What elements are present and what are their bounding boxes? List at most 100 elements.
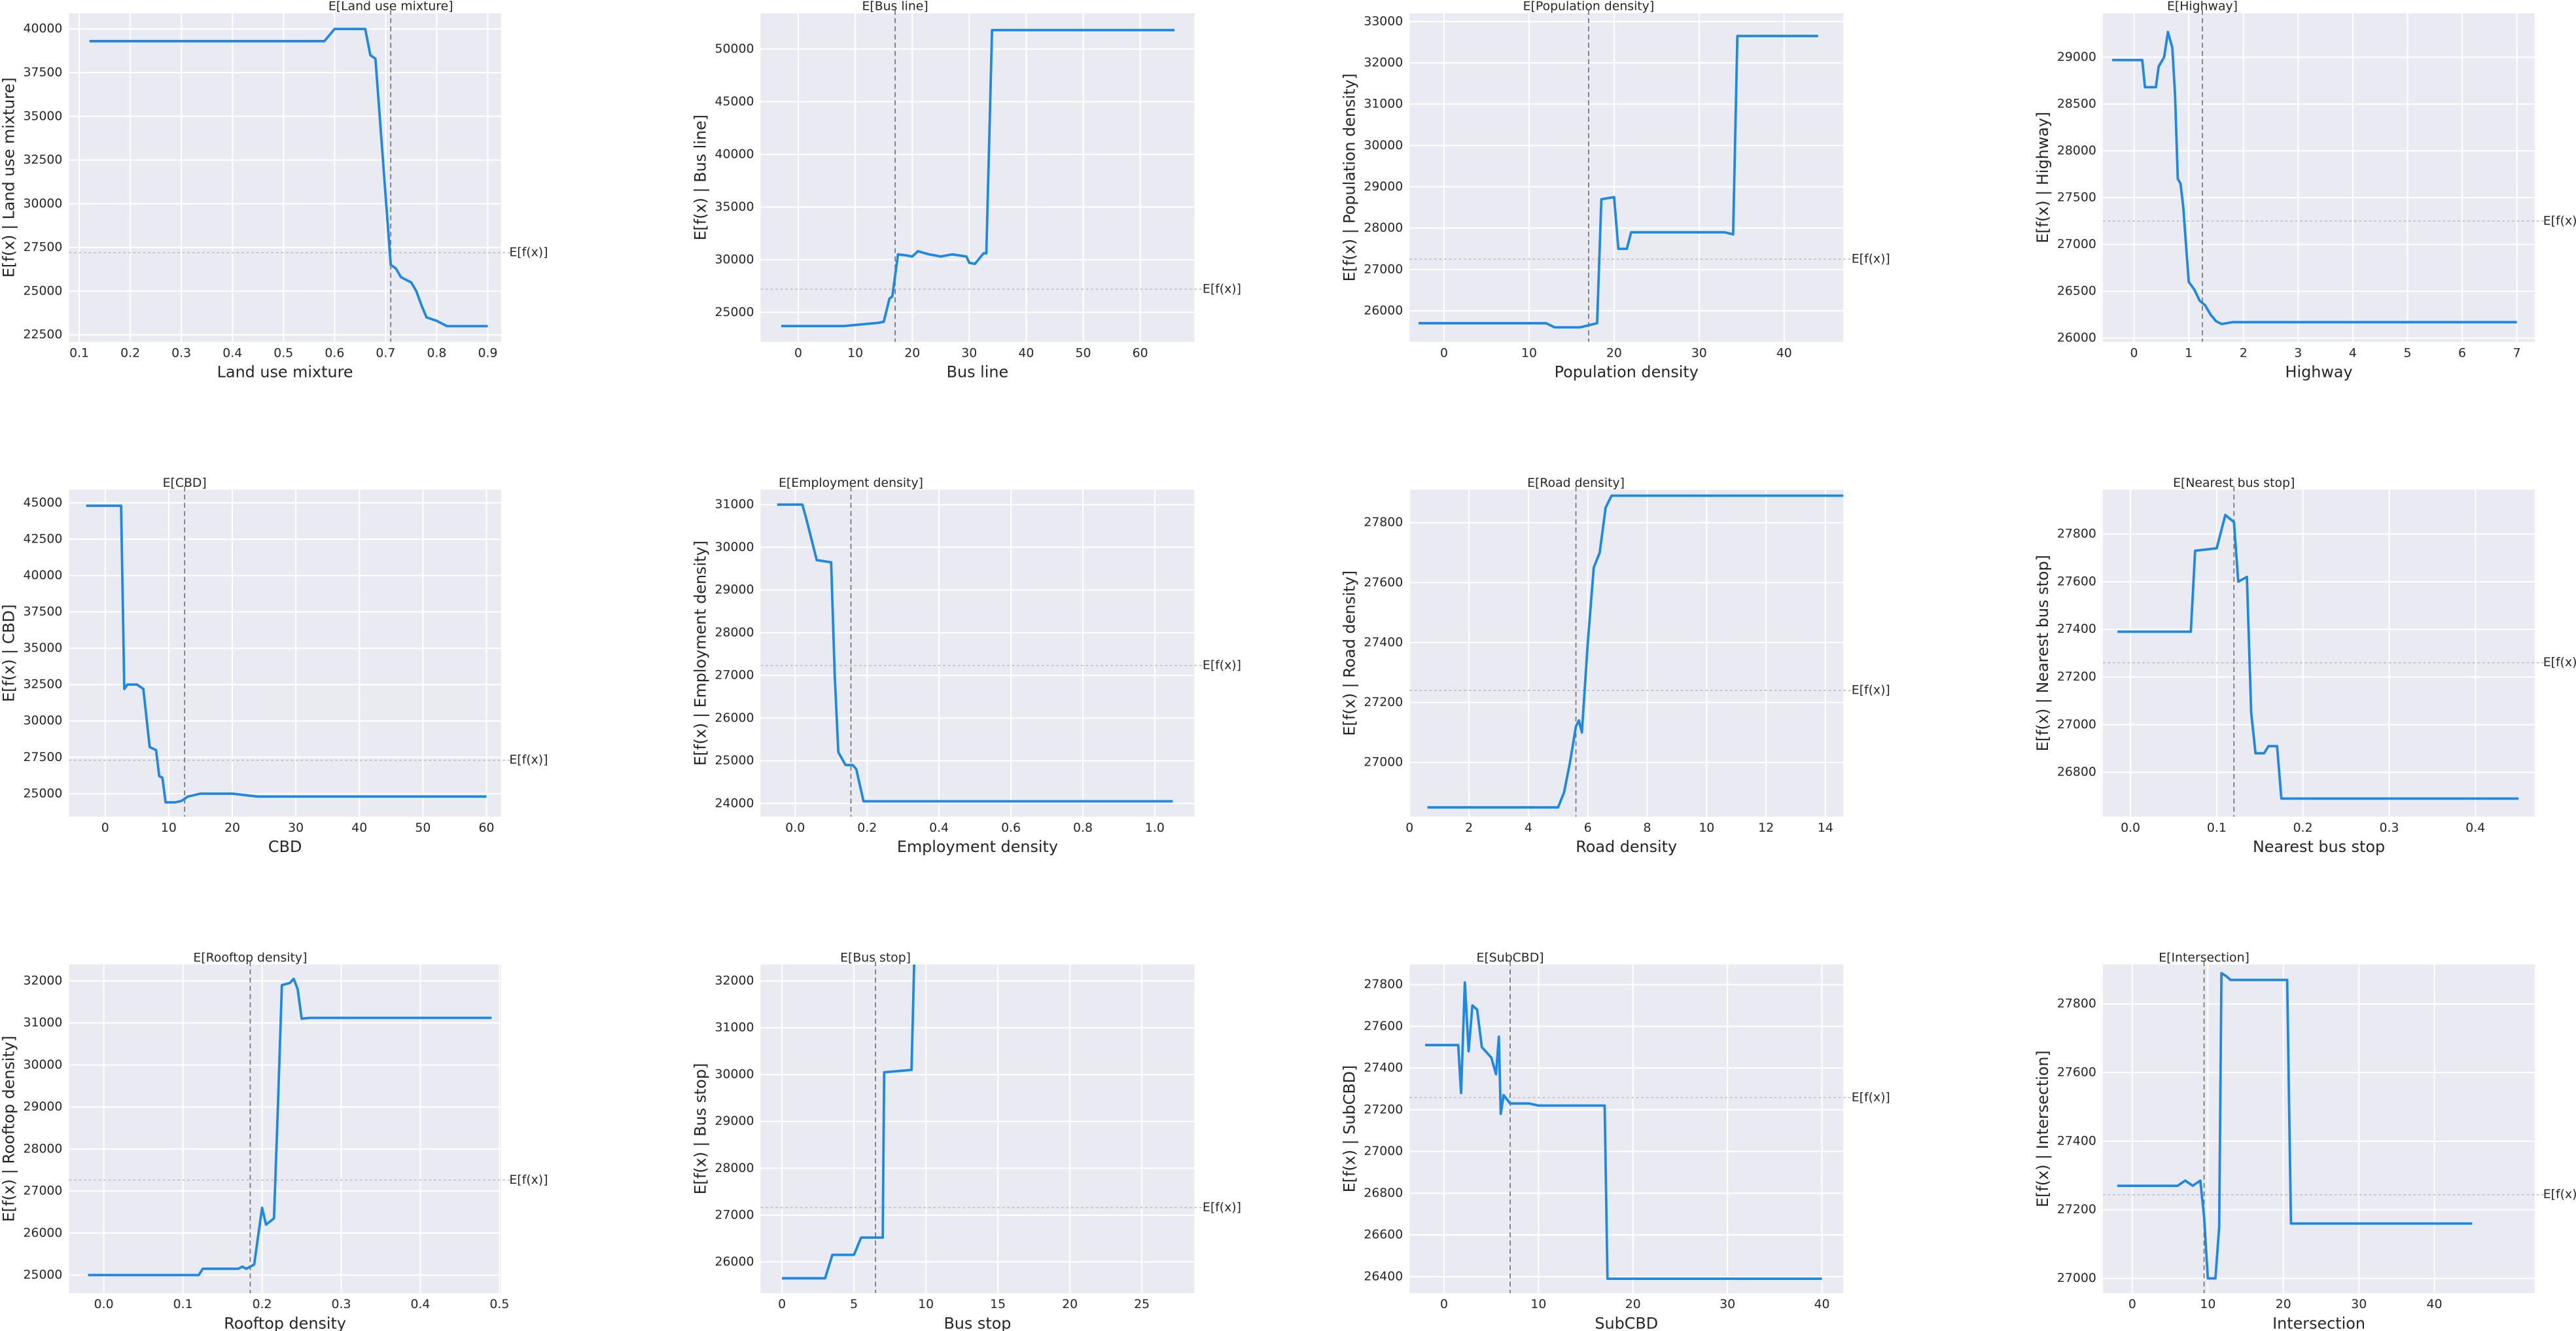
x-tick-label: 0 — [1440, 346, 1448, 360]
x-axis-label: Bus stop — [944, 1314, 1011, 1331]
y-tick-label: 29000 — [715, 1114, 754, 1128]
y-axis-label: E[f(x) | Rooftop density] — [0, 1036, 18, 1222]
data-line — [88, 977, 492, 1277]
y-tick-label: 30000 — [715, 253, 754, 266]
series — [777, 503, 1173, 803]
x-tick-label: 0 — [2128, 1298, 2136, 1311]
y-tick-label: 33000 — [1364, 14, 1403, 28]
x-tick-label: 0.3 — [171, 346, 191, 360]
y-axis-label: E[f(x) | Land use mixture] — [0, 77, 18, 277]
panel: 0.0 0.2 0.4 0.6 0.8 1.0 24000 25000 26000 27000 28… — [692, 476, 1241, 856]
panel: 0.0 0.1 0.2 0.3 0.4 0.5 25000 26000 27000 28000 29… — [0, 951, 548, 1331]
data-line — [2117, 972, 2473, 1280]
data-line — [1419, 35, 1818, 329]
expected-value-label: E[f(x)] — [509, 753, 548, 767]
y-tick-label: 25000 — [24, 787, 63, 800]
chart-title: E[Highway] — [2167, 0, 2238, 14]
chart-title: E[Land use mixture] — [328, 0, 453, 14]
data-line — [782, 964, 916, 1280]
y-tick-label: 30000 — [24, 1058, 63, 1072]
y-tick-label: 27000 — [1364, 262, 1403, 276]
x-tick-label: 10 — [847, 346, 863, 360]
chart-title: E[Intersection] — [2159, 951, 2250, 965]
x-axis-label: Rooftop density — [224, 1314, 346, 1331]
x-tick-label: 6 — [1584, 821, 1592, 835]
y-tick-label: 27400 — [2057, 1134, 2096, 1148]
x-tick-label: 0.4 — [2465, 821, 2485, 835]
x-tick-label: 20 — [2276, 1298, 2291, 1311]
y-tick-label: 27000 — [2057, 1271, 2096, 1285]
plot-area — [760, 964, 1195, 1294]
expected-value-label: E[f(x)] — [2543, 1188, 2576, 1201]
x-axis-label: CBD — [268, 838, 302, 856]
expected-value-label: E[f(x)] — [509, 1173, 548, 1187]
x-tick-label: 1 — [2185, 346, 2193, 360]
x-tick-label: 0.1 — [2207, 821, 2227, 835]
x-tick-label: 30 — [1720, 1298, 1735, 1311]
x-tick-label: 0.0 — [94, 1298, 114, 1311]
y-tick-label: 40000 — [715, 147, 754, 161]
x-tick-label: 0 — [794, 346, 802, 360]
x-tick-label: 6 — [2458, 346, 2466, 360]
y-tick-label: 37500 — [24, 66, 63, 80]
x-tick-label: 40 — [1776, 346, 1792, 360]
y-tick-label: 32000 — [715, 974, 754, 988]
y-axis-label: E[f(x) | Intersection] — [2034, 1050, 2052, 1207]
y-tick-label: 29000 — [715, 583, 754, 597]
data-line — [1427, 494, 1844, 809]
y-tick-label: 24000 — [715, 796, 754, 810]
series — [2117, 972, 2473, 1280]
y-tick-label: 25000 — [24, 284, 63, 298]
plot-area — [2102, 13, 2535, 342]
y-tick-label: 27600 — [2057, 575, 2096, 588]
y-tick-label: 31000 — [1364, 98, 1403, 111]
panel: 0 10 20 30 40 27000 27200 27400 27600 27800 Inters… — [2034, 951, 2576, 1331]
plot-area — [1409, 489, 1844, 817]
chart-title: E[Bus line] — [862, 0, 928, 14]
panel: 0 10 20 30 40 50 60 25000 30000 35000 40000 45000 50… — [692, 0, 1241, 382]
y-tick-label: 26000 — [24, 1226, 63, 1240]
y-tick-label: 27500 — [24, 751, 63, 764]
y-tick-label: 27000 — [2057, 718, 2096, 732]
panel: 0 1 2 3 4 5 6 7 26000 26500 27000 27500 28000 28500 29… — [2034, 0, 2576, 382]
x-tick-label: 20 — [1625, 1298, 1641, 1311]
panel: 0 5 10 15 20 25 26000 27000 28000 29000 30000 31000… — [692, 951, 1241, 1331]
data-line — [2112, 30, 2517, 326]
y-axis-label: E[f(x) | Bus line] — [692, 115, 710, 240]
expected-value-label: E[f(x)] — [2543, 656, 2576, 669]
y-axis-label: E[f(x) | Road density] — [1340, 571, 1358, 736]
x-tick-label: 10 — [1699, 821, 1714, 835]
x-tick-label: 4 — [1525, 821, 1532, 835]
y-axis-label: E[f(x) | CBD] — [0, 604, 18, 701]
y-tick-label: 31000 — [24, 1016, 63, 1030]
x-axis-label: SubCBD — [1595, 1314, 1658, 1331]
series — [86, 504, 487, 804]
y-tick-label: 26400 — [1364, 1269, 1403, 1283]
data-line — [1425, 981, 1822, 1281]
y-tick-label: 35000 — [715, 200, 754, 214]
x-tick-label: 3 — [2294, 346, 2302, 360]
y-tick-label: 45000 — [715, 95, 754, 109]
x-axis-label: Employment density — [897, 838, 1058, 856]
y-tick-label: 32500 — [24, 153, 63, 167]
y-tick-label: 26500 — [2057, 285, 2096, 298]
y-tick-label: 30000 — [24, 714, 63, 728]
x-tick-label: 0.8 — [1073, 821, 1093, 835]
y-tick-label: 29000 — [2057, 50, 2096, 64]
data-line — [89, 27, 488, 328]
x-tick-label: 40 — [1018, 346, 1034, 360]
y-tick-label: 27200 — [1364, 1103, 1403, 1116]
x-tick-label: 0.7 — [376, 346, 395, 360]
panel: 0 10 20 30 40 50 60 25000 27500 30000 32500 35000 37… — [0, 476, 548, 856]
expected-value-label: E[f(x)] — [1852, 253, 1890, 266]
y-tick-label: 26000 — [2057, 331, 2096, 345]
x-tick-label: 0.8 — [427, 346, 446, 360]
chart-title: E[Employment density] — [779, 476, 923, 490]
series — [2117, 514, 2519, 800]
x-tick-label: 10 — [161, 821, 177, 835]
plot-area — [2102, 489, 2535, 817]
x-tick-label: 4 — [2349, 346, 2357, 360]
y-tick-label: 28000 — [715, 626, 754, 639]
y-tick-label: 26000 — [1364, 304, 1403, 317]
